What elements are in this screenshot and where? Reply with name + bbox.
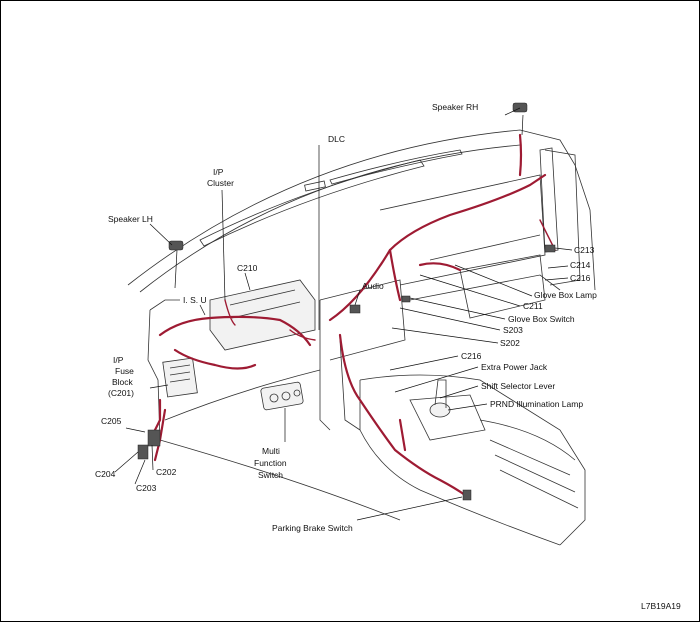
label-ip-fuse-line1: I/P [113, 355, 124, 365]
label-c211: C211 [523, 301, 543, 311]
leader-lines [114, 107, 573, 521]
label-ip-fuse-line4: (C201) [108, 388, 134, 398]
label-extra-power-jack: Extra Power Jack [481, 362, 548, 372]
label-c216-top: C216 [570, 273, 591, 283]
label-mfs-line1: Multi [262, 446, 280, 456]
label-dlc: DLC [328, 134, 345, 144]
label-s202: S202 [500, 338, 520, 348]
label-s203: S203 [503, 325, 523, 335]
audio-connector [349, 304, 361, 314]
speaker-lh-icon [168, 240, 184, 251]
label-c210: C210 [237, 263, 258, 273]
label-glove-box-lamp: Glove Box Lamp [534, 290, 597, 300]
label-speaker-lh: Speaker LH [108, 214, 153, 224]
c213-connector [544, 244, 556, 253]
label-ip-fuse-line2: Fuse [115, 366, 134, 376]
label-shift-selector-lever: Shift Selector Lever [481, 381, 555, 391]
label-mfs-line2: Function [254, 458, 287, 468]
parking-brake-switch-icon [462, 489, 472, 501]
label-ip-cluster-line1: I/P [213, 167, 224, 177]
figure-code: L7B19A19 [641, 601, 681, 611]
label-c216-mid: C216 [461, 351, 482, 361]
label-speaker-rh: Speaker RH [432, 102, 478, 112]
label-c205: C205 [101, 416, 122, 426]
label-audio: Audio [362, 281, 384, 291]
label-ip-fuse-line3: Block [112, 377, 134, 387]
c204-connector [137, 444, 149, 460]
label-c214: C214 [570, 260, 591, 270]
components [137, 102, 556, 501]
c205-connector [147, 429, 161, 447]
label-isu: I. S. U [183, 295, 207, 305]
label-parking-brake-switch: Parking Brake Switch [272, 523, 353, 533]
label-c213: C213 [574, 245, 595, 255]
label-prnd-illumination-lamp: PRND Illumination Lamp [490, 399, 583, 409]
label-c204: C204 [95, 469, 116, 479]
label-ip-cluster-line2: Cluster [207, 178, 234, 188]
label-c202: C202 [156, 467, 177, 477]
dashboard-outline [127, 129, 596, 546]
label-mfs-line3: Switch [258, 470, 283, 480]
label-c203: C203 [136, 483, 157, 493]
label-glove-box-switch: Glove Box Switch [508, 314, 575, 324]
labels: Speaker RH DLC I/P Cluster Speaker LH C2… [95, 102, 681, 611]
c211-connector [401, 295, 411, 303]
